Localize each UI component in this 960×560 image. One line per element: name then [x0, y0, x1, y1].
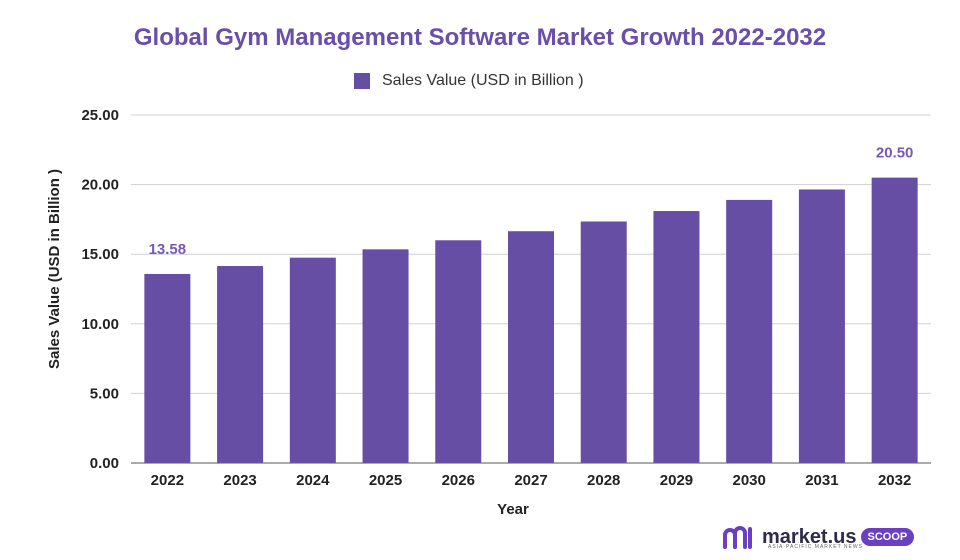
legend: Sales Value (USD in Billion ): [354, 70, 584, 92]
legend-swatch: [354, 73, 370, 89]
x-tick-label: 2024: [296, 472, 330, 489]
bar-2023: [217, 266, 264, 463]
x-tick-label: 2029: [660, 472, 693, 489]
brand-name: market.us: [762, 525, 857, 548]
y-tick-label: 10.00: [81, 316, 119, 333]
brand-badge: SCOOP: [860, 528, 915, 546]
x-tick-label: 2031: [805, 472, 838, 489]
x-tick-label: 2028: [587, 472, 620, 489]
y-tick-labels: 0.00 5.00 10.00 15.00 20.00 25.00: [81, 107, 119, 472]
x-tick-label: 2023: [223, 472, 256, 489]
y-tick-label: 20.00: [81, 177, 119, 194]
brand-logo: market.us SCOOP ASIA-PACIFIC MARKET NEWS: [722, 524, 915, 550]
bar-2022: [144, 273, 191, 463]
bar-2025: [362, 249, 409, 463]
data-label: 20.50: [876, 145, 914, 162]
brand-tagline: ASIA-PACIFIC MARKET NEWS: [768, 544, 863, 550]
bar-2028: [580, 221, 627, 463]
x-tick-label: 2030: [732, 472, 765, 489]
x-tick-label: 2026: [442, 472, 475, 489]
bar-2031: [798, 189, 845, 464]
x-axis-title: Year: [497, 501, 529, 518]
bar-2030: [726, 199, 773, 464]
y-axis-title: Sales Value (USD in Billion ): [46, 169, 63, 369]
bar-2029: [653, 211, 700, 463]
bar-2032: [871, 177, 918, 463]
x-tick-label: 2025: [369, 472, 402, 489]
bar-2026: [435, 240, 482, 463]
data-label: 13.58: [149, 241, 187, 258]
x-tick-label: 2032: [878, 472, 911, 489]
x-tick-label: 2027: [514, 472, 547, 489]
chart-title: Global Gym Management Software Market Gr…: [133, 24, 827, 51]
bar-2024: [289, 257, 336, 463]
brand-mark-icon: [723, 526, 752, 549]
y-tick-label: 15.00: [81, 246, 119, 263]
data-labels: 13.58 20.50: [149, 145, 914, 258]
bar-2027: [508, 231, 554, 463]
legend-label: Sales Value (USD in Billion ): [382, 72, 584, 89]
bars: [144, 177, 918, 464]
x-tick-labels: 2022 2023 2024 2025 2026 2027 2028 2029 2030 2031…: [151, 472, 912, 489]
y-tick-label: 5.00: [90, 385, 119, 402]
y-tick-label: 0.00: [90, 455, 119, 472]
x-tick-label: 2022: [151, 472, 184, 489]
y-tick-label: 25.00: [81, 107, 119, 124]
